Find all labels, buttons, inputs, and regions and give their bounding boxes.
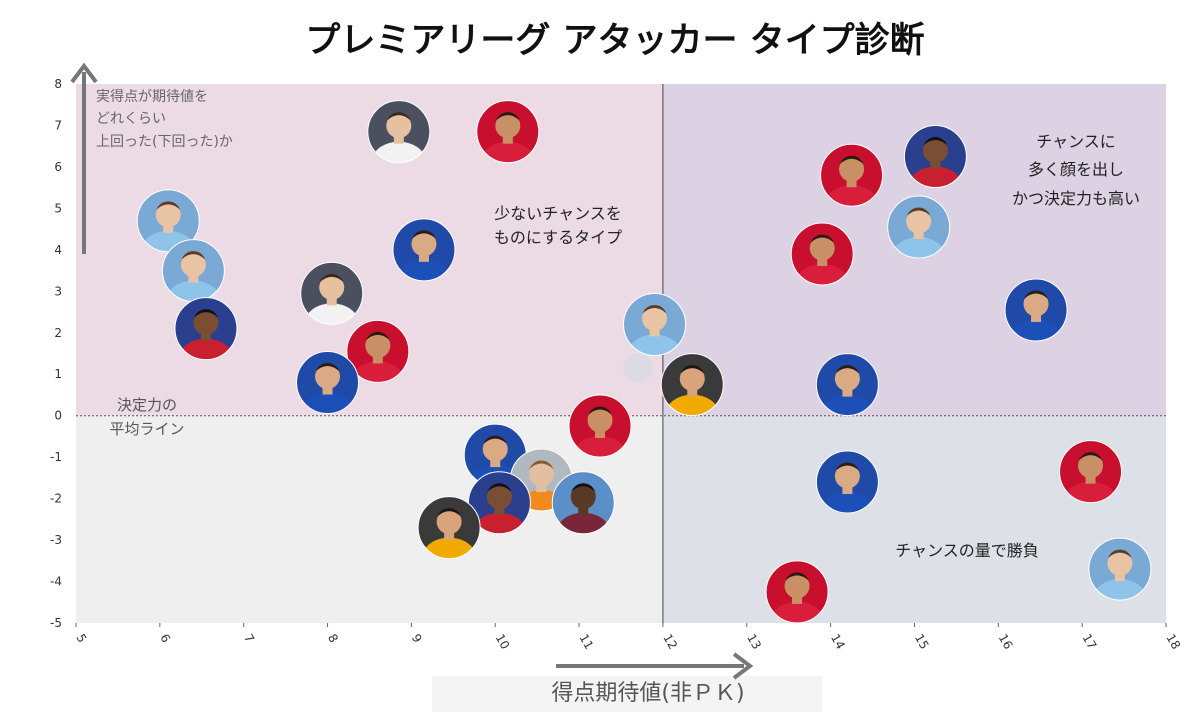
y-tick-label: -2 [50, 492, 62, 506]
y-tick-label: 3 [54, 284, 62, 298]
x-tick-label: 18 [1163, 632, 1183, 652]
y-tick-label: 8 [54, 77, 62, 91]
upper-right-label-line2: 多く顔を出し [1028, 160, 1124, 179]
x-tick-label: 6 [157, 632, 173, 646]
player-marker [820, 143, 884, 207]
upper-right-label-line3: かつ決定力も高い [1012, 189, 1140, 208]
x-tick-label: 10 [493, 632, 513, 652]
x-axis-label: 得点期待値(非ＰＫ) [551, 681, 744, 706]
average-line-label-line2: 平均ライン [109, 420, 184, 438]
x-tick-label: 7 [241, 632, 257, 646]
y-tick-label: -5 [50, 616, 62, 630]
y-tick-label: -4 [50, 575, 62, 589]
y-tick-label: 4 [54, 243, 62, 257]
x-tick-label: 9 [409, 632, 425, 646]
x-axis-arrow [556, 652, 754, 680]
ylabel-line2: どれくらい [96, 111, 166, 127]
player-marker [392, 218, 456, 282]
x-tick-label: 11 [576, 632, 596, 652]
y-tick-label: 0 [54, 409, 62, 423]
x-tick-label: 16 [996, 632, 1016, 652]
x-tick-label: 17 [1080, 632, 1100, 652]
player-marker [174, 297, 238, 361]
player-marker [815, 450, 879, 514]
player-marker [417, 496, 481, 560]
average-line-label-line1: 決定力の [117, 396, 177, 414]
x-tick-label: 13 [744, 632, 764, 652]
upper-left-label-line1: 少ないチャンスを [494, 204, 622, 223]
player-marker [1004, 278, 1068, 342]
y-tick-label: 1 [54, 367, 62, 381]
player-marker [300, 261, 364, 325]
upper-right-label-line1: チャンスに [1036, 132, 1116, 151]
chart-title: プレミアリーグ アタッカー タイプ診断 [305, 21, 924, 61]
ylabel-line1: 実得点が期待値を [96, 88, 208, 105]
player-marker [903, 125, 967, 189]
player-marker [765, 560, 829, 624]
y-tick-label: 6 [54, 160, 62, 174]
player-marker [568, 394, 632, 458]
x-axis-ticks: 5 6 7 8 9 10 11 12 13 14 15 16 17 18 [73, 623, 1183, 652]
lower-right-label: チャンスの量で勝負 [895, 541, 1039, 560]
faint-marker [622, 353, 653, 384]
x-tick-label: 8 [325, 632, 341, 646]
ylabel-line3: 上回った(下回った)か [96, 134, 233, 150]
y-tick-label: -1 [50, 450, 62, 464]
x-tick-label: 12 [660, 632, 680, 652]
y-axis-ticks: 8 7 6 5 4 3 2 1 0 -1 -2 -3 -4 -5 [50, 77, 62, 630]
player-marker [476, 100, 540, 164]
y-tick-label: 2 [54, 326, 62, 340]
player-marker [623, 292, 687, 356]
x-tick-label: 5 [73, 632, 89, 646]
player-marker [660, 353, 724, 417]
y-tick-label: 7 [54, 118, 62, 132]
player-marker [367, 100, 431, 164]
player-marker [815, 353, 879, 417]
player-marker [551, 471, 615, 535]
player-marker [790, 222, 854, 286]
player-marker [1059, 440, 1123, 504]
player-markers [136, 100, 1152, 624]
x-tick-label: 14 [828, 632, 848, 652]
player-marker [296, 351, 360, 415]
y-tick-label: 5 [54, 201, 62, 215]
y-axis-arrow [70, 62, 98, 254]
x-tick-label: 15 [912, 632, 932, 652]
player-marker [887, 195, 951, 259]
player-marker [1088, 537, 1152, 601]
upper-left-label-line2: ものにするタイプ [494, 228, 622, 247]
y-tick-label: -3 [50, 533, 62, 547]
xlabel-background [432, 676, 822, 712]
